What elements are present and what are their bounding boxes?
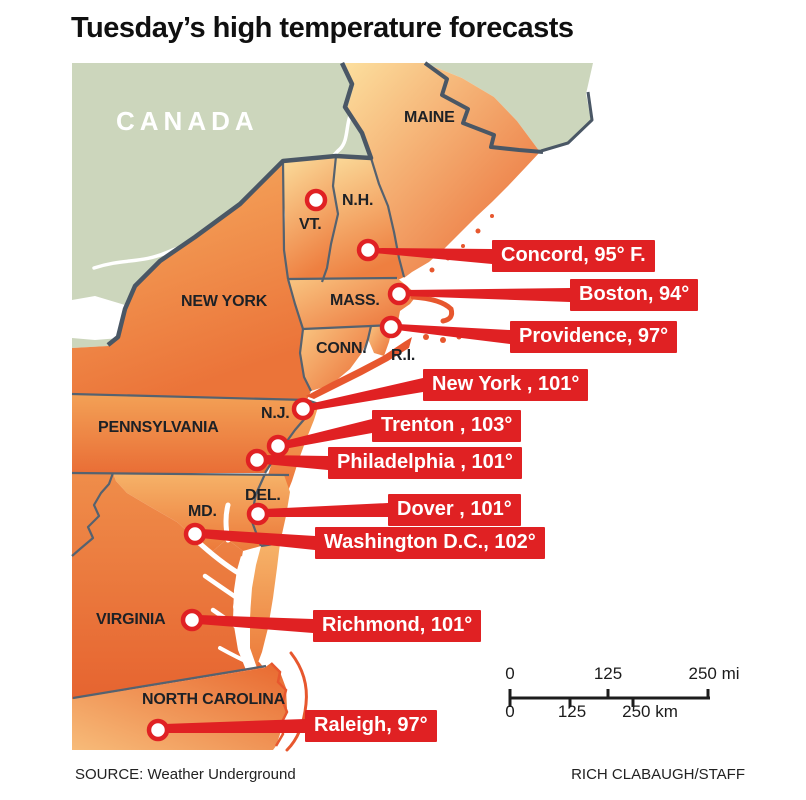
maine-island [429,267,435,273]
leader-trenton [284,419,372,449]
region-label-new-hampshire: N.H. [342,192,374,209]
island [440,337,446,343]
canada-newbrunswick-region [425,63,593,152]
leader-concord [374,248,492,264]
long-island [306,337,412,399]
region-label-maryland: MD. [188,503,217,520]
canada-quebec-region [72,63,372,348]
maine-newbrunswick-border [423,61,544,154]
city-markers [146,188,411,742]
canada-us-border [106,62,374,347]
state-virginia-westvirginia [72,473,264,699]
region-label-connecticut: CONN. [316,340,367,357]
city-marker-providence [379,315,403,339]
state-vermont [283,157,338,282]
city-marker-raleigh [146,718,170,742]
city-marker-concord [356,238,380,262]
city-marker-new-york [291,397,315,421]
leader-new-york [309,378,423,411]
delmarva-peninsula [248,543,280,668]
callout-washington: Washington D.C., 102° [315,527,545,559]
region-label-north-carolina: NORTH CAROLINA [142,691,285,708]
scale-km-125: 125 [557,702,587,721]
scale-mi-0: 0 [505,664,515,683]
bay-river [218,646,254,666]
region-label-massachusetts: MASS. [330,292,380,309]
scale-km-250: 250 km [622,702,678,721]
outer-banks [285,651,308,752]
page-title: Tuesday’s high temperature forecasts [71,12,574,44]
region-label-new-york: NEW YORK [181,293,268,310]
state-maine [345,63,540,278]
callout-dover: Dover , 101° [388,494,521,526]
state-massachusetts [288,278,417,329]
city-marker-trenton [266,434,290,458]
artist-credit: RICH CLABAUGH/STAFF [571,766,745,783]
chesapeake-bay [233,556,257,670]
leader-providence [397,324,510,344]
leader-raleigh [164,719,305,733]
state-new-york [72,162,311,400]
callout-richmond: Richmond, 101° [313,610,482,642]
scale-km-0: 0 [505,702,515,721]
newbrunswick-coast [540,91,594,153]
callout-boston: Boston, 94° [570,279,699,311]
callout-providence: Providence, 97° [510,321,678,353]
callout-leaders [164,248,570,733]
callout-concord: Concord, 95° F. [492,240,655,272]
callout-new-york: New York , 101° [423,369,589,401]
city-marker-montpelier [304,188,328,212]
scale-mi-250: 250 mi [688,664,740,683]
callout-philadelphia: Philadelphia , 101° [328,447,522,479]
region-label-new-jersey: N.J. [261,405,290,422]
region-label-canada: CANADA [116,106,259,136]
leader-dover [264,503,388,517]
city-marker-richmond [180,608,204,632]
maine-island [461,244,465,248]
region-label-maine: MAINE [404,109,455,126]
region-label-rhode-island: R.I. [391,347,416,364]
region-label-delaware: DEL. [245,487,281,504]
maine-island [490,214,494,218]
callout-trenton: Trenton , 103° [372,410,522,442]
city-marker-boston [387,282,411,306]
scale-mi-125: 125 [593,664,623,683]
region-label-vermont: VT. [299,216,322,233]
region-label-pennsylvania: PENNSYLVANIA [98,419,219,436]
callout-raleigh: Raleigh, 97° [305,710,437,742]
bay-river [202,573,246,605]
city-marker-dover [246,502,270,526]
leader-washington [201,529,315,550]
maine-island [475,228,481,234]
state-borders [71,155,406,700]
scale-bar [508,689,710,707]
leader-philadelphia [264,455,328,470]
source-credit: SOURCE: Weather Underground [75,766,296,783]
leader-richmond [198,615,313,633]
city-marker-philadelphia [245,448,269,472]
island [423,334,429,340]
cape-cod [410,294,455,324]
city-marker-washington [183,522,207,546]
region-label-virginia: VIRGINIA [96,611,166,628]
leader-boston [404,288,570,302]
state-connecticut [300,326,371,391]
